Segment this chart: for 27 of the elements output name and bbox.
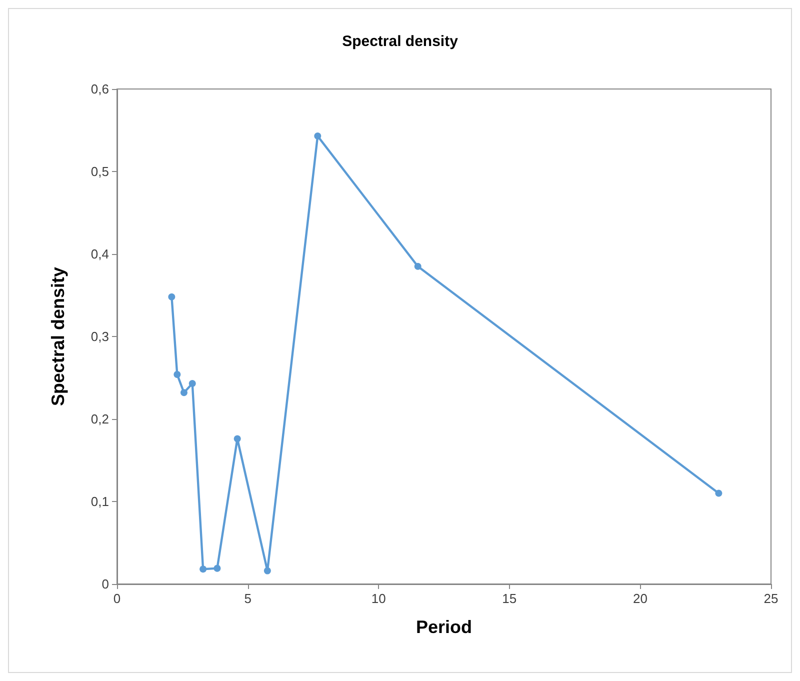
point	[314, 132, 322, 140]
point	[264, 567, 271, 574]
y-tick-label: 0,6	[90, 82, 109, 96]
y-tick-label: 0,1	[90, 494, 109, 509]
point	[174, 370, 181, 378]
y-tick-label: 0,4	[90, 246, 109, 262]
chart-title: Spectral density	[342, 33, 459, 50]
x-tick-label: 5	[244, 591, 252, 606]
x-tick-label: 10	[371, 591, 386, 606]
point	[200, 566, 207, 573]
point	[214, 564, 221, 572]
point	[180, 389, 188, 396]
y-tick-label: 0,5	[90, 164, 109, 179]
point	[414, 262, 422, 270]
y-tick-label: 0,3	[90, 329, 109, 344]
x-tick-label: 25	[764, 591, 778, 606]
y-axis-title: Spectral density	[48, 266, 68, 406]
point	[168, 293, 176, 300]
x-tick-label: 20	[632, 591, 648, 606]
y-tick-label: 0,2	[90, 412, 109, 426]
point	[188, 380, 196, 388]
x-tick-label: 0	[113, 591, 121, 606]
point	[715, 490, 722, 497]
x-axis-title: Period	[416, 617, 472, 637]
y-tick-label: 0	[102, 576, 109, 592]
point	[234, 435, 241, 442]
x-tick-label: 15	[502, 591, 517, 606]
